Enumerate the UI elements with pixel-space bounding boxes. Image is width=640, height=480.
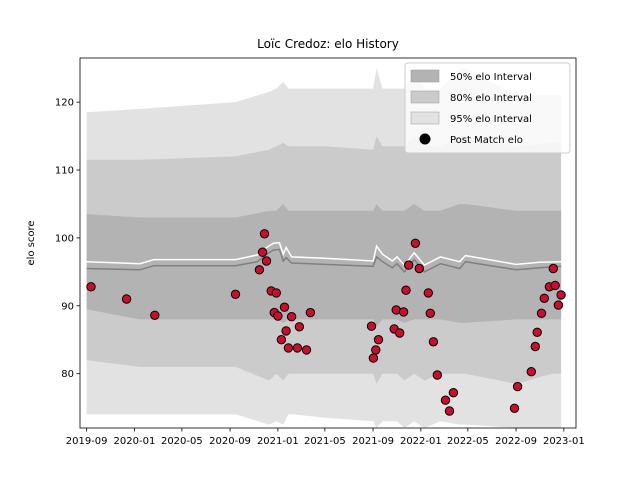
post-match-point [549, 264, 557, 272]
y-axis: 80 90 100 110 120 [55, 98, 80, 381]
y-axis-label: elo score [26, 220, 37, 265]
post-match-point [274, 312, 282, 320]
post-match-point [260, 230, 268, 238]
legend-swatch-band50 [411, 70, 439, 82]
post-match-point [258, 248, 266, 256]
post-match-point [557, 291, 565, 299]
post-match-point [231, 290, 239, 298]
post-match-point [429, 338, 437, 346]
post-match-point [255, 266, 263, 274]
post-match-point [426, 309, 434, 317]
post-match-point [262, 257, 270, 265]
post-match-point [533, 328, 541, 336]
post-match-point [402, 286, 410, 294]
post-match-point [369, 354, 377, 362]
post-match-point [424, 289, 432, 297]
post-match-point [537, 309, 545, 317]
x-axis: 2019-09 2020-01 2020-05 2020-09 2021-01 2021-… [66, 428, 585, 447]
post-match-point [449, 389, 457, 397]
post-match-point [411, 239, 419, 247]
post-match-point [527, 368, 535, 376]
y-tick-label: 110 [55, 166, 74, 177]
post-match-point [151, 311, 159, 319]
post-match-point [554, 301, 562, 309]
post-match-point [405, 261, 413, 269]
legend-marker-points [420, 134, 430, 144]
post-match-point [122, 295, 130, 303]
y-tick-label: 120 [55, 98, 74, 109]
y-tick-label: 100 [55, 233, 74, 244]
post-match-point [372, 346, 380, 354]
post-match-point [531, 342, 539, 350]
x-tick-label: 2023-01 [543, 436, 585, 447]
x-tick-label: 2019-09 [66, 436, 108, 447]
y-tick-label: 90 [61, 301, 74, 312]
post-match-point [302, 346, 310, 354]
post-match-point [287, 313, 295, 321]
legend-label: 80% elo Interval [450, 93, 532, 104]
post-match-point [277, 336, 285, 344]
x-tick-label: 2021-01 [257, 436, 299, 447]
post-match-point [295, 323, 303, 331]
post-match-point [399, 308, 407, 316]
post-match-point [513, 382, 521, 390]
x-tick-label: 2022-01 [400, 436, 442, 447]
post-match-point [87, 283, 95, 291]
y-tick-label: 80 [61, 369, 74, 380]
post-match-point [415, 264, 423, 272]
legend: 50% elo Interval 80% elo Interval 95% elo … [405, 63, 570, 153]
x-tick-label: 2022-09 [495, 436, 537, 447]
legend-label: 50% elo Interval [450, 72, 532, 83]
x-tick-label: 2022-05 [447, 436, 489, 447]
x-tick-label: 2020-01 [114, 436, 156, 447]
post-match-point [367, 322, 375, 330]
post-match-point [272, 289, 280, 297]
x-tick-label: 2020-05 [161, 436, 203, 447]
post-match-point [280, 303, 288, 311]
post-match-point [445, 407, 453, 415]
chart-title: Loïc Credoz: elo History [257, 37, 399, 51]
post-match-point [374, 336, 382, 344]
legend-label: 95% elo Interval [450, 114, 532, 125]
post-match-point [433, 371, 441, 379]
post-match-point [551, 281, 559, 289]
legend-swatch-band80 [411, 91, 439, 103]
post-match-point [540, 294, 548, 302]
x-tick-label: 2020-09 [209, 436, 251, 447]
post-match-point [441, 396, 449, 404]
post-match-point [396, 329, 404, 337]
post-match-point [293, 344, 301, 352]
post-match-point [284, 344, 292, 352]
legend-swatch-band95 [411, 112, 439, 124]
x-tick-label: 2021-09 [352, 436, 394, 447]
post-match-point [306, 308, 314, 316]
x-tick-label: 2021-05 [304, 436, 346, 447]
post-match-point [510, 404, 518, 412]
legend-label: Post Match elo [450, 135, 523, 146]
post-match-point [282, 327, 290, 335]
